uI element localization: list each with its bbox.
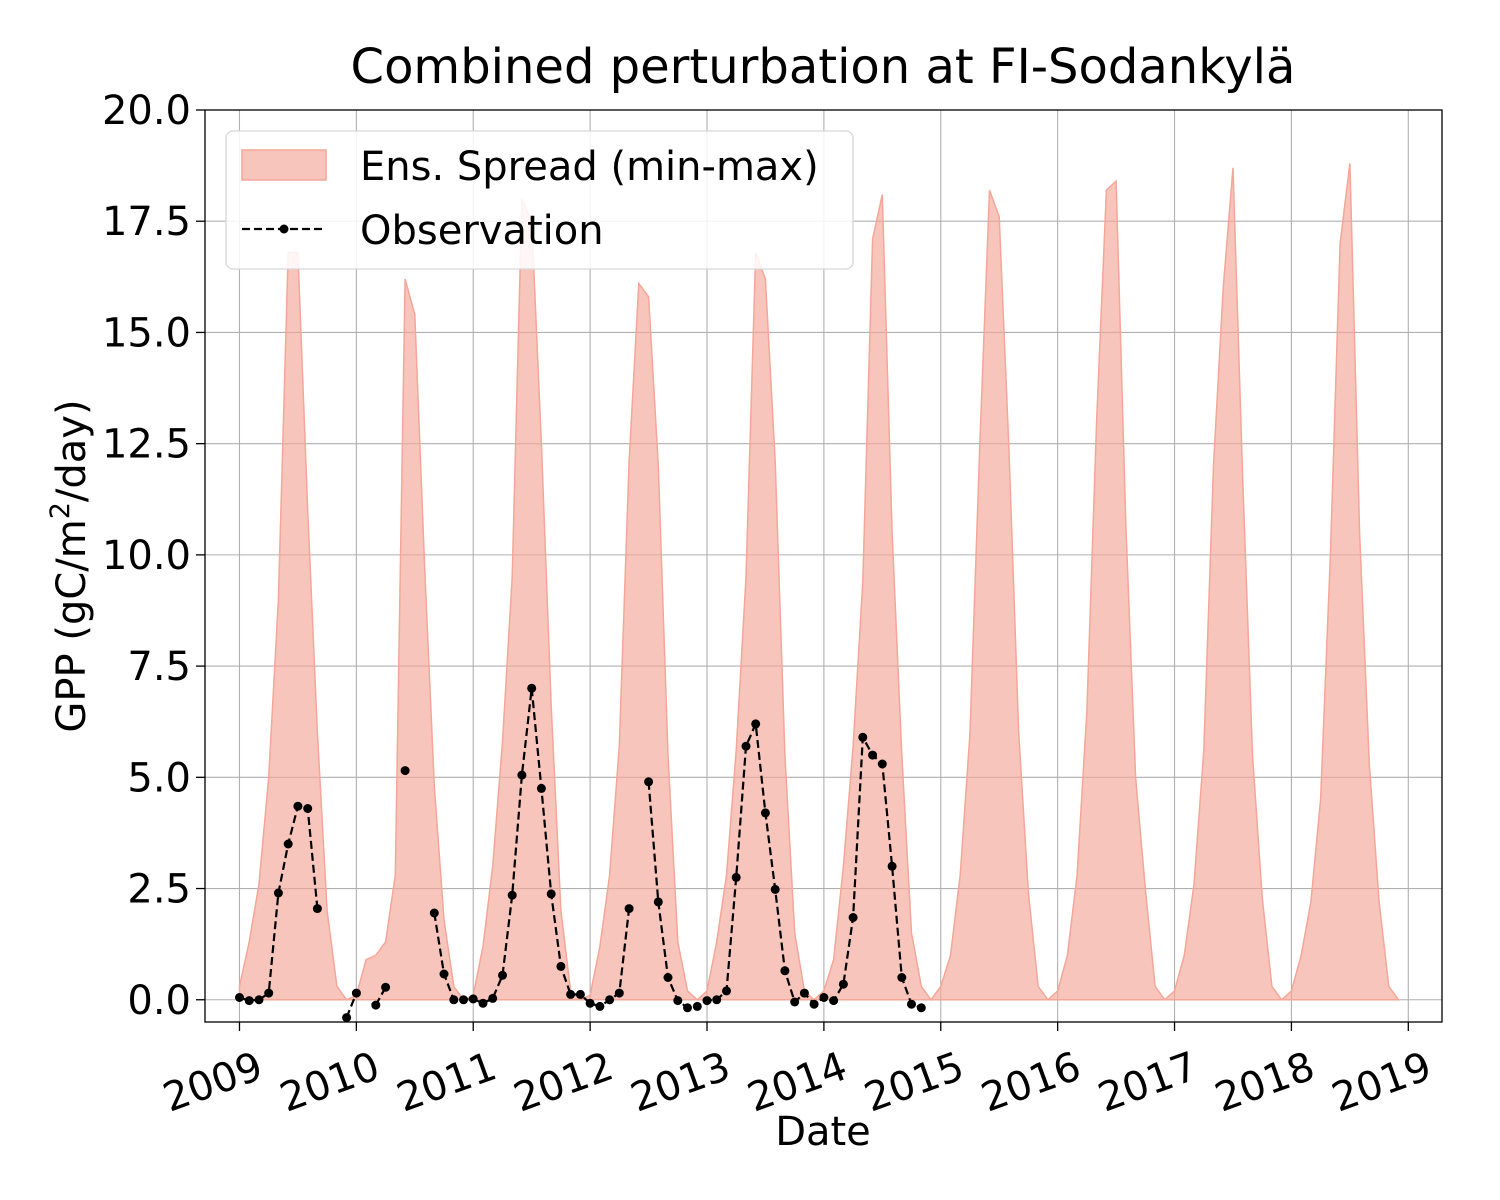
- x-tick-label: 2019: [1326, 1044, 1437, 1122]
- observation-point: [731, 872, 741, 882]
- observation-point: [809, 999, 819, 1009]
- x-tick-label: 2009: [157, 1044, 268, 1122]
- observation-point: [566, 989, 576, 999]
- legend-frame: [225, 130, 854, 270]
- observation-point: [722, 986, 731, 996]
- observation-point: [897, 973, 907, 982]
- x-tick-label: 2011: [391, 1044, 502, 1122]
- observation-point: [536, 783, 546, 793]
- observation-point: [848, 913, 858, 922]
- legend-swatch-spread: [241, 149, 327, 181]
- y-axis-label-superscript: 2: [45, 502, 76, 519]
- observation-point: [829, 996, 839, 1006]
- observation-point: [449, 995, 459, 1005]
- observation-point: [683, 1003, 692, 1013]
- observation-point: [760, 808, 770, 818]
- observation-point: [235, 993, 244, 1002]
- y-tick-label: 2.5: [127, 867, 191, 913]
- observation-point: [546, 889, 556, 899]
- observation-point: [488, 993, 498, 1003]
- plot-area: 0.0 2.5 5.0 7.5 10.0 12.5 15.0 17.5 20.0 2009 2010…: [102, 88, 1443, 1122]
- observation-point: [351, 988, 361, 998]
- y-tick-label: 7.5: [127, 644, 191, 690]
- observation-point: [429, 908, 439, 918]
- observation-point: [799, 988, 809, 998]
- observation-point: [868, 750, 878, 760]
- observation-point: [877, 759, 887, 769]
- observation-point: [644, 777, 654, 787]
- x-tick-label: 2015: [859, 1044, 970, 1122]
- x-tick-label: 2018: [1209, 1044, 1320, 1122]
- observation-point: [293, 801, 303, 811]
- observation-point: [244, 996, 254, 1006]
- observation-point: [624, 904, 634, 914]
- y-tick-label: 10.0: [102, 533, 191, 579]
- observation-point: [702, 996, 712, 1006]
- x-tick-label: 2010: [274, 1044, 385, 1122]
- observation-point: [468, 994, 478, 1004]
- x-tick-label: 2016: [975, 1044, 1086, 1122]
- observation-point: [653, 897, 663, 907]
- observation-point: [254, 995, 264, 1005]
- observation-point: [400, 766, 410, 776]
- observation-point: [527, 683, 537, 693]
- observation-point: [264, 988, 274, 998]
- legend-swatch-observation-marker: [279, 224, 289, 234]
- observation-point: [283, 839, 293, 849]
- x-axis-label: Date: [775, 1109, 871, 1155]
- observation-point: [371, 1000, 381, 1010]
- observation-point: [595, 1001, 605, 1011]
- observation-point: [790, 997, 800, 1007]
- observation-point: [498, 970, 507, 980]
- observation-point: [507, 890, 517, 900]
- observation-point: [663, 973, 673, 982]
- observation-point: [819, 993, 829, 1002]
- observation-point: [556, 961, 566, 971]
- observation-point: [459, 995, 468, 1005]
- observation-point: [381, 982, 391, 992]
- x-tick-label: 2013: [625, 1044, 736, 1122]
- observation-point: [342, 1013, 352, 1023]
- observation-point: [517, 770, 527, 780]
- observation-point: [614, 988, 624, 998]
- y-tick-label: 20.0: [102, 88, 191, 134]
- observation-point: [907, 999, 916, 1009]
- observation-point: [575, 989, 585, 999]
- y-tick-label: 17.5: [102, 199, 191, 245]
- y-axis-label: GPP (gC/m2/day): [45, 399, 95, 732]
- observation-point: [273, 888, 283, 898]
- observation-point: [751, 719, 761, 729]
- y-tick-label: 0.0: [127, 978, 191, 1024]
- observation-point: [770, 884, 780, 894]
- observation-point: [478, 998, 488, 1008]
- observation-point: [712, 995, 722, 1005]
- observation-point: [692, 1001, 702, 1011]
- y-tick-label: 5.0: [127, 755, 191, 801]
- observation-point: [585, 998, 595, 1008]
- chart-title: Combined perturbation at FI-Sodankylä: [351, 39, 1296, 95]
- observation-point: [916, 1003, 926, 1013]
- x-tick-label: 2017: [1092, 1044, 1203, 1122]
- spread-area: [238, 163, 1401, 1002]
- legend-label-spread: Ens. Spread (min-max): [360, 144, 819, 190]
- observation-point: [303, 804, 313, 813]
- y-tick-label: 15.0: [102, 310, 191, 356]
- x-tick-label: 2012: [508, 1044, 619, 1122]
- observation-point: [838, 979, 848, 989]
- y-axis-label-suffix: /day): [49, 399, 95, 502]
- legend: Ens. Spread (min-max) Observation: [225, 130, 854, 270]
- observation-point: [439, 969, 449, 979]
- legend-label-observation: Observation: [360, 208, 604, 254]
- observation-point: [780, 966, 790, 976]
- observation-point: [741, 741, 751, 751]
- y-axis-label-prefix: GPP (gC/m: [49, 519, 95, 732]
- observation-point: [605, 995, 615, 1005]
- observation-point: [858, 732, 868, 742]
- observation-point: [887, 861, 897, 871]
- observation-point: [312, 904, 322, 914]
- y-tick-label: 12.5: [102, 422, 191, 468]
- observation-point: [673, 996, 683, 1006]
